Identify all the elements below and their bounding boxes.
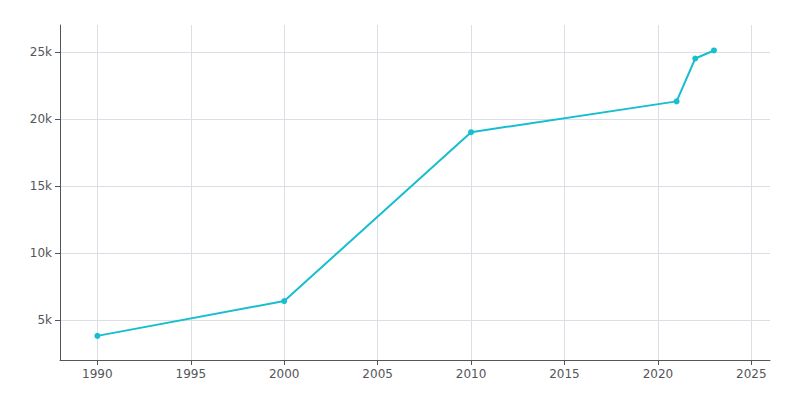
svg-text:15k: 15k xyxy=(30,179,52,193)
svg-text:25k: 25k xyxy=(30,45,52,59)
svg-text:2000: 2000 xyxy=(269,367,300,381)
svg-text:2005: 2005 xyxy=(362,367,393,381)
svg-text:2010: 2010 xyxy=(456,367,487,381)
svg-text:1995: 1995 xyxy=(176,367,207,381)
svg-text:20k: 20k xyxy=(30,112,52,126)
svg-text:2025: 2025 xyxy=(736,367,767,381)
svg-text:2015: 2015 xyxy=(549,367,580,381)
svg-text:10k: 10k xyxy=(30,246,52,260)
svg-text:1990: 1990 xyxy=(82,367,113,381)
svg-text:5k: 5k xyxy=(37,313,52,327)
svg-text:2020: 2020 xyxy=(643,367,674,381)
